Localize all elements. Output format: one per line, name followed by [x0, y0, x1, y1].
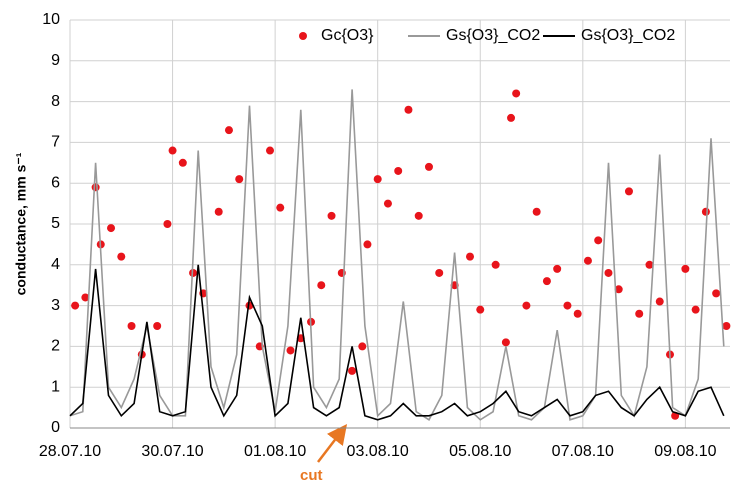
- legend-label: Gs{O3}_CO2: [581, 27, 675, 44]
- scatter-point: [645, 260, 654, 269]
- x-tick-label: 09.08.10: [654, 443, 716, 460]
- scatter-point: [107, 224, 116, 233]
- scatter-point: [214, 207, 223, 216]
- scatter-point: [701, 207, 710, 216]
- x-tick-label: 30.07.10: [141, 443, 203, 460]
- series-line: [69, 89, 725, 421]
- scatter-point: [363, 240, 372, 249]
- scatter-point: [286, 346, 295, 355]
- scatter-point: [383, 199, 392, 208]
- scatter-point: [163, 220, 172, 228]
- scatter-point: [466, 252, 474, 261]
- scatter-point: [358, 342, 367, 351]
- scatter-point: [614, 285, 623, 294]
- scatter-point: [153, 322, 162, 330]
- y-axis-label: conductance, mm s⁻¹: [13, 152, 29, 295]
- scatter-point: [553, 264, 562, 273]
- scatter-point: [81, 293, 90, 302]
- y-tick-label: 7: [51, 134, 60, 151]
- y-tick-label: 9: [51, 52, 60, 69]
- scatter-point: [594, 236, 603, 245]
- y-tick-label: 3: [51, 297, 60, 314]
- y-tick-label: 6: [51, 174, 60, 191]
- y-tick-label: 1: [51, 378, 60, 395]
- scatter-point: [722, 322, 731, 330]
- scatter-point: [91, 183, 100, 192]
- scatter-point: [712, 289, 721, 298]
- legend-marker: [299, 32, 307, 40]
- scatter-point: [583, 256, 592, 265]
- scatter-point: [542, 277, 551, 286]
- scatter-point: [635, 309, 644, 318]
- x-tick-label: 03.08.10: [347, 443, 409, 460]
- scatter-point: [491, 260, 500, 269]
- legend-label: Gc{O3}: [321, 27, 374, 44]
- scatter-point: [501, 338, 510, 347]
- x-tick-label: 05.08.10: [449, 443, 511, 460]
- scatter-point: [435, 268, 444, 277]
- scatter-point: [573, 309, 582, 318]
- scatter-point: [178, 158, 187, 167]
- legend-label: Gs{O3}_CO2: [446, 27, 540, 44]
- scatter-point: [655, 297, 664, 306]
- y-tick-label: 4: [51, 256, 60, 273]
- x-tick-label: 07.08.10: [552, 443, 614, 460]
- scatter-point: [117, 252, 126, 261]
- scatter-point: [373, 175, 382, 184]
- scatter-point: [266, 146, 274, 155]
- scatter-point: [476, 305, 485, 314]
- y-tick-label: 0: [51, 419, 60, 436]
- cut-arrow: [317, 424, 348, 463]
- scatter-point: [317, 281, 326, 290]
- scatter-point: [224, 126, 233, 135]
- y-tick-label: 2: [51, 338, 60, 355]
- annotation: cut: [300, 467, 323, 484]
- scatter-point: [168, 146, 177, 155]
- scatter-point: [604, 268, 613, 277]
- scatter-point: [71, 301, 80, 310]
- x-tick-label: 01.08.10: [244, 443, 306, 460]
- scatter-point: [404, 105, 413, 114]
- scatter-point: [563, 301, 572, 310]
- scatter-point: [522, 301, 531, 310]
- scatter-point: [512, 89, 521, 98]
- scatter-point: [348, 366, 357, 375]
- scatter-point: [394, 166, 403, 175]
- x-tick-label: 28.07.10: [39, 443, 101, 460]
- scatter-point: [532, 207, 541, 216]
- scatter-point: [414, 211, 423, 220]
- scatter-point: [235, 175, 244, 184]
- y-tick-label: 5: [51, 215, 60, 232]
- scatter-point: [691, 305, 700, 314]
- series-line: [69, 264, 725, 421]
- scatter-point: [327, 211, 336, 220]
- scatter-point: [276, 203, 285, 212]
- scatter-point: [127, 322, 136, 330]
- y-tick-label: 8: [51, 93, 60, 110]
- scatter-point: [424, 162, 433, 171]
- scatter-point: [507, 113, 516, 122]
- scatter-point: [681, 264, 690, 273]
- scatter-point: [624, 187, 633, 196]
- y-tick-label: 10: [42, 11, 60, 28]
